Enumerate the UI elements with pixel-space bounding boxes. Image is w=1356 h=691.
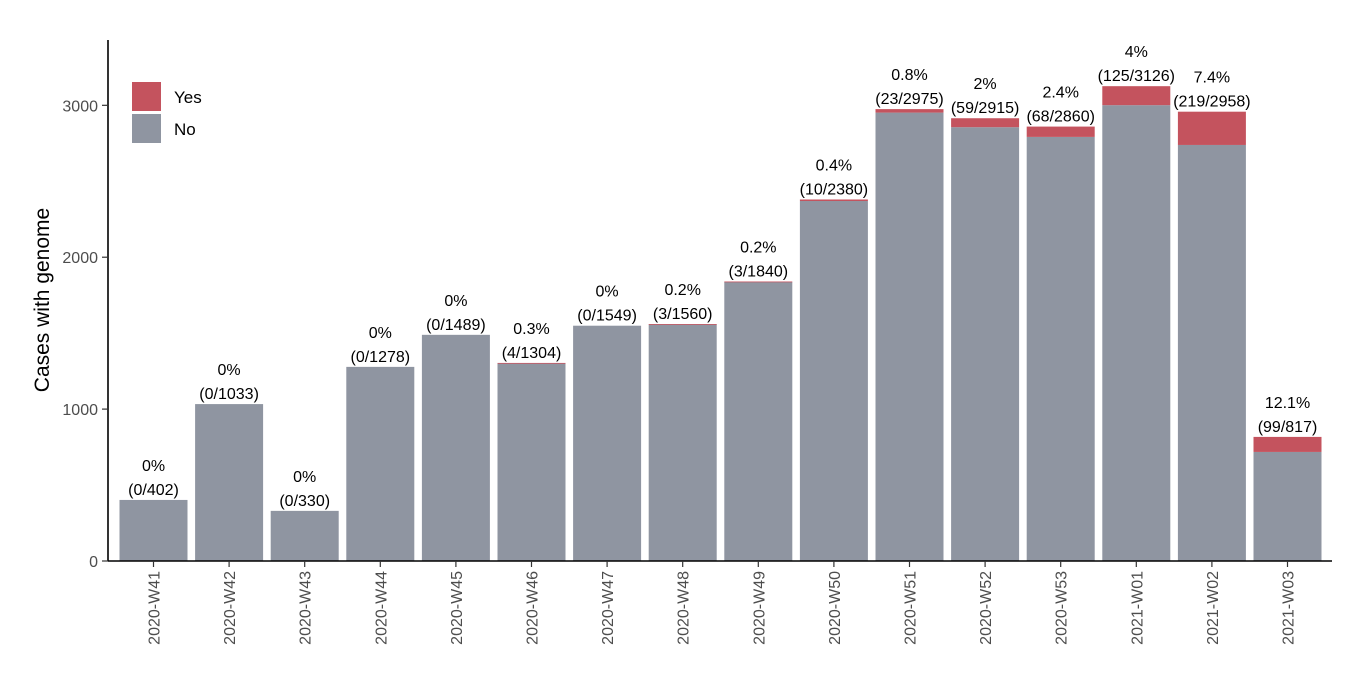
bar-percent-label: 4% (1125, 44, 1148, 61)
axes-group (107, 40, 1332, 562)
bar-no-15 (1253, 451, 1322, 561)
bar-yes-8 (724, 281, 793, 283)
legend-swatch-no (132, 114, 161, 143)
legend-label-no: No (174, 120, 196, 139)
bar-no-11 (951, 127, 1020, 561)
legend: Yes No (132, 82, 202, 143)
bar-count-label: (0/402) (128, 482, 179, 499)
bar-no-1 (195, 404, 264, 561)
bar-percent-label: 0% (369, 325, 392, 342)
bar-count-label: (23/2975) (875, 91, 944, 108)
bar-no-0 (119, 499, 188, 561)
bar-no-9 (799, 201, 868, 561)
bar-percent-label: 0.2% (740, 240, 776, 257)
bar-count-label: (0/1489) (426, 317, 486, 334)
legend-label-yes: Yes (174, 88, 202, 107)
bar-no-3 (346, 366, 415, 561)
x-tick-label: 2020-W45 (449, 571, 466, 645)
bar-no-5 (497, 363, 566, 561)
x-tick-label: 2020-W44 (373, 571, 390, 645)
bar-no-14 (1177, 144, 1246, 561)
x-tick-label: 2020-W52 (978, 571, 995, 645)
bar-no-4 (421, 334, 490, 561)
bar-yes-11 (951, 118, 1020, 128)
bar-count-label: (125/3126) (1098, 68, 1175, 85)
bar-yes-7 (648, 324, 717, 325)
y-tick-label: 2000 (62, 250, 98, 267)
bar-no-7 (648, 324, 717, 561)
bar-count-label: (68/2860) (1026, 109, 1095, 126)
legend-swatch-yes (132, 82, 161, 111)
bar-percent-label: 2% (974, 76, 997, 93)
bar-yes-9 (799, 199, 868, 202)
x-tick-label: 2020-W41 (147, 571, 164, 645)
bar-no-13 (1102, 105, 1171, 561)
bar-percent-label: 0% (218, 362, 241, 379)
bar-percent-label: 0% (444, 293, 467, 310)
bar-labels-group: 0% (0/402) 0% (0/1033) 0% (0/330) 0% (0/1278) 0%… (128, 44, 1317, 510)
bar-percent-label: 0% (293, 469, 316, 486)
bar-yes-12 (1026, 126, 1095, 137)
x-ticks-group: 2020-W41 2020-W42 2020-W43 2020-W44 2020-W45… (147, 561, 1298, 645)
bar-percent-label: 12.1% (1265, 395, 1310, 412)
bar-no-2 (270, 510, 339, 561)
x-tick-label: 2021-W02 (1205, 571, 1222, 645)
x-tick-label: 2020-W53 (1054, 571, 1071, 645)
bar-no-8 (724, 281, 793, 561)
bar-yes-13 (1102, 86, 1171, 106)
bar-count-label: (10/2380) (800, 182, 869, 199)
bar-count-label: (99/817) (1258, 419, 1318, 436)
x-tick-label: 2021-W03 (1281, 571, 1298, 645)
bar-count-label: (0/1033) (199, 386, 259, 403)
bar-count-label: (3/1560) (653, 306, 713, 323)
bar-count-label: (3/1840) (729, 264, 789, 281)
x-tick-label: 2020-W51 (903, 571, 920, 645)
y-tick-label: 1000 (62, 402, 98, 419)
x-tick-label: 2020-W42 (222, 571, 239, 645)
bar-count-label: (0/330) (279, 493, 330, 510)
x-tick-label: 2020-W49 (751, 571, 768, 645)
bar-no-6 (573, 325, 642, 561)
y-tick-label: 0 (89, 554, 98, 571)
bar-no-12 (1026, 136, 1095, 561)
bar-count-label: (0/1278) (351, 349, 411, 366)
bar-count-label: (219/2958) (1173, 94, 1250, 111)
x-tick-label: 2020-W43 (298, 571, 315, 645)
bar-percent-label: 7.4% (1194, 70, 1230, 87)
bar-count-label: (0/1549) (577, 308, 637, 325)
x-tick-label: 2020-W48 (676, 571, 693, 645)
bar-percent-label: 0.8% (891, 67, 927, 84)
bars-group (119, 86, 1322, 562)
bar-percent-label: 2.4% (1042, 85, 1078, 102)
bar-percent-label: 0% (596, 284, 619, 301)
bar-yes-14 (1177, 111, 1246, 145)
y-ticks-group: 0 1000 2000 3000 (62, 98, 108, 571)
x-tick-label: 2020-W46 (525, 571, 542, 645)
bar-yes-5 (497, 362, 566, 364)
x-tick-label: 2020-W50 (827, 571, 844, 645)
x-tick-label: 2021-W01 (1129, 571, 1146, 645)
x-tick-label: 2020-W47 (600, 571, 617, 645)
bar-yes-15 (1253, 436, 1322, 452)
bar-no-10 (875, 112, 944, 562)
bar-count-label: (59/2915) (951, 100, 1020, 117)
bar-count-label: (4/1304) (502, 345, 562, 362)
bar-percent-label: 0.2% (664, 282, 700, 299)
bar-percent-label: 0% (142, 458, 165, 475)
y-tick-label: 3000 (62, 98, 98, 115)
y-axis-label: Cases with genome (31, 208, 54, 392)
bar-percent-label: 0.3% (513, 321, 549, 338)
bar-percent-label: 0.4% (816, 158, 852, 175)
bar-yes-10 (875, 109, 944, 113)
